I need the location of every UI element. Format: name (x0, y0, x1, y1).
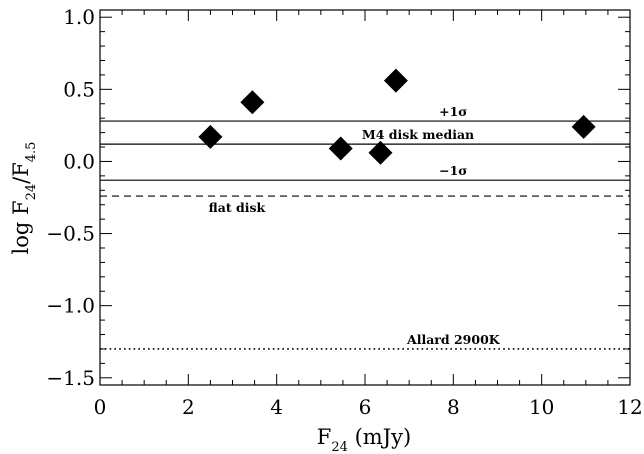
y-tick-label: −0.5 (46, 222, 95, 246)
tick-labels: 0 2 4 6 8 10 12 1.0 0.5 0.0 −0.5 −1.0 −1.5 (46, 5, 642, 419)
x-tick-label: 2 (182, 395, 195, 419)
m4-median-label: M4 disk median (362, 127, 474, 142)
reference-lines: +1σ M4 disk median −1σ flat disk Allard 2900… (100, 104, 630, 350)
x-axis-title: F24 (mJy) (317, 425, 411, 454)
y-axis-title: log F24/F4.5 (9, 142, 39, 255)
x-tick-label: 6 (359, 395, 372, 419)
y-tick-label: −1.5 (46, 366, 95, 390)
data-point-diamond (571, 114, 596, 139)
plot-frame (99, 9, 631, 386)
plus-1sigma-label: +1σ (439, 104, 467, 119)
x-tick-label: 8 (447, 395, 460, 419)
y-tick-label: 1.0 (63, 5, 95, 29)
data-point-diamond (328, 136, 353, 161)
axis-ticks (99, 10, 631, 385)
data-point-diamond (198, 124, 223, 149)
y-tick-label: 0.5 (63, 77, 95, 101)
minus-1sigma-label: −1σ (439, 163, 467, 178)
x-tick-label: 4 (270, 395, 283, 419)
flat-disk-label: flat disk (209, 200, 266, 215)
y-tick-label: −1.0 (46, 294, 95, 318)
y-tick-label: 0.0 (63, 149, 95, 173)
data-point-diamond (383, 68, 408, 93)
data-points (198, 68, 596, 165)
data-point-diamond (368, 140, 393, 165)
x-tick-label: 12 (617, 395, 642, 419)
x-tick-label: 0 (94, 395, 107, 419)
data-point-diamond (240, 90, 265, 115)
x-tick-label: 10 (529, 395, 554, 419)
allard-2900k-label: Allard 2900K (406, 332, 501, 347)
